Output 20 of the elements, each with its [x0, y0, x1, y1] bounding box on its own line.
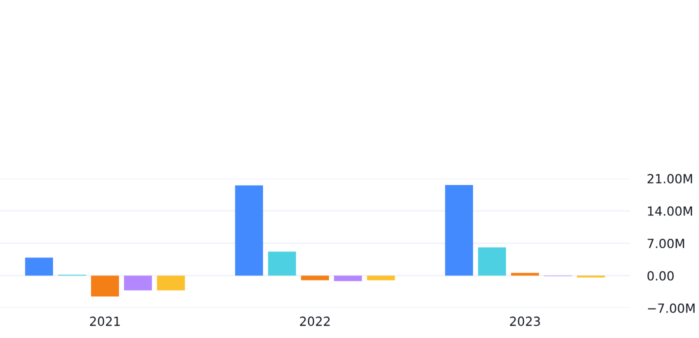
bar — [235, 185, 264, 276]
bar — [366, 276, 395, 280]
bar — [268, 252, 296, 276]
bar — [445, 184, 474, 276]
bar — [301, 276, 329, 280]
bar — [478, 247, 506, 276]
x-tick-label: 2021 — [90, 316, 120, 326]
y-tick-label: 7.00M — [648, 238, 684, 248]
bar — [156, 276, 185, 290]
x-tick-label: 2022 — [300, 316, 330, 326]
bar — [511, 272, 539, 276]
y-tick-label: −7.00M — [648, 303, 695, 313]
bar — [334, 276, 362, 282]
y-tick-label: 14.00M — [648, 206, 692, 216]
bar — [25, 258, 54, 276]
y-tick-label: 21.00M — [648, 174, 692, 184]
bar — [91, 276, 119, 296]
x-tick-label: 2023 — [510, 316, 540, 326]
bar — [124, 276, 152, 290]
y-tick-label: 0.00 — [647, 271, 674, 281]
